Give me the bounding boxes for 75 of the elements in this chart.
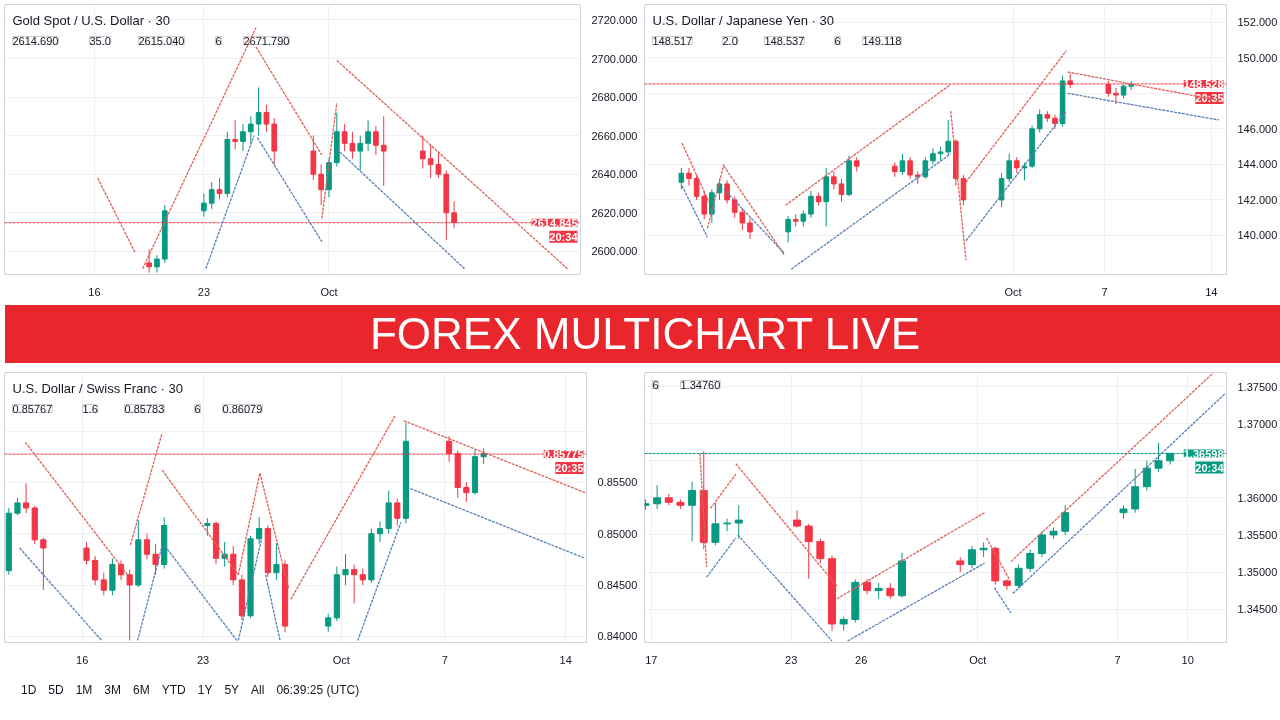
annotation: 2614.690 — [12, 34, 59, 47]
y-tick-label: 150.000 — [1237, 51, 1278, 64]
y-tick-label: 1.37000 — [1237, 417, 1278, 430]
text: 1D — [21, 683, 37, 697]
annotation: 6 — [215, 34, 222, 47]
annotation: 0.85767 — [12, 402, 53, 415]
text: U.S. Dollar / Japanese Yen · 30 — [652, 12, 834, 28]
annotation: 149.118 — [862, 34, 902, 47]
x-tick-label: Oct — [1004, 285, 1022, 298]
annotation: 1.34760 — [680, 378, 721, 391]
y-tick-label: 2640.000 — [591, 168, 638, 181]
annotation: 35.0 — [89, 34, 111, 47]
y-tick-label: 2720.000 — [591, 13, 638, 26]
y-tick-label: 146.000 — [1237, 122, 1278, 135]
text: YTD — [161, 683, 186, 697]
annotation: 1.6 — [82, 402, 98, 415]
x-tick-label: 23 — [785, 653, 798, 666]
annotation: 148.537 — [764, 34, 805, 47]
x-tick-label: 23 — [196, 653, 210, 666]
y-tick-label: 142.000 — [1237, 193, 1278, 206]
y-tick-label: 1.37500 — [1237, 380, 1278, 393]
y-tick-label: 0.85500 — [597, 476, 638, 489]
x-tick-label: 16 — [88, 285, 101, 298]
text: FOREX MULTICHART LIVE — [369, 308, 921, 360]
x-tick-label: Oct — [332, 653, 350, 666]
text: U.S. Dollar / Swiss Franc · 30 — [12, 380, 183, 396]
y-tick-label: 1.35000 — [1237, 566, 1278, 579]
y-tick-label: 2660.000 — [591, 129, 638, 142]
text: 1Y — [197, 683, 213, 697]
text: All — [251, 683, 265, 697]
y-tick-label: 2680.000 — [591, 91, 638, 104]
y-tick-label: 144.000 — [1237, 158, 1278, 171]
text: Gold Spot / U.S. Dollar · 30 — [12, 12, 171, 28]
ref-line-label: 2614.845 20:34 — [531, 216, 579, 243]
y-tick-label: 0.84000 — [597, 630, 638, 643]
y-tick-label: 1.36000 — [1237, 491, 1278, 504]
ref-line-label: 1.36598 20:34 — [1183, 447, 1225, 474]
text: 5D — [48, 683, 64, 697]
text: 1M — [75, 683, 93, 697]
x-tick-label: 17 — [645, 653, 658, 666]
y-tick-label: 2600.000 — [591, 245, 638, 258]
annotation: 6 — [194, 402, 201, 415]
x-tick-label: 7 — [1101, 285, 1108, 298]
x-tick-label: 7 — [1114, 653, 1121, 666]
annotation: 6 — [652, 378, 659, 391]
x-tick-label: 14 — [1205, 285, 1218, 298]
annotation: 6 — [834, 34, 841, 47]
y-tick-label: 140.000 — [1237, 229, 1278, 242]
y-tick-label: 152.000 — [1237, 16, 1278, 29]
x-tick-label: 16 — [76, 653, 89, 666]
y-tick-label: 2620.000 — [591, 206, 638, 219]
annotation: 2.0 — [722, 34, 738, 47]
y-tick-label: 1.34500 — [1237, 603, 1278, 616]
x-tick-label: 14 — [559, 653, 572, 666]
annotation: 2615.040 — [138, 34, 185, 47]
x-tick-label: 26 — [855, 653, 868, 666]
text: 06:39:25 (UTC) — [276, 682, 360, 699]
annotation: 0.85783 — [124, 402, 165, 415]
text: 3M — [104, 683, 122, 697]
y-tick-label: 0.85000 — [597, 527, 638, 540]
text: 6M — [133, 683, 150, 697]
ref-line-label: 148.528 20:35 — [1183, 77, 1224, 104]
x-tick-label: Oct — [969, 653, 987, 666]
x-tick-label: 10 — [1181, 653, 1194, 666]
ref-line-label: 0.85775 20:35 — [543, 448, 584, 475]
annotation: 0.86079 — [222, 402, 263, 415]
annotation: 2671.790 — [243, 34, 290, 47]
x-tick-label: 7 — [441, 653, 448, 666]
x-tick-label: Oct — [320, 285, 338, 298]
y-tick-label: 0.84500 — [597, 579, 638, 592]
y-tick-label: 1.35500 — [1237, 528, 1278, 541]
text: 5Y — [224, 683, 240, 697]
annotation: 148.517 — [652, 34, 693, 47]
x-tick-label: 23 — [197, 285, 211, 298]
y-tick-label: 2700.000 — [591, 52, 638, 65]
